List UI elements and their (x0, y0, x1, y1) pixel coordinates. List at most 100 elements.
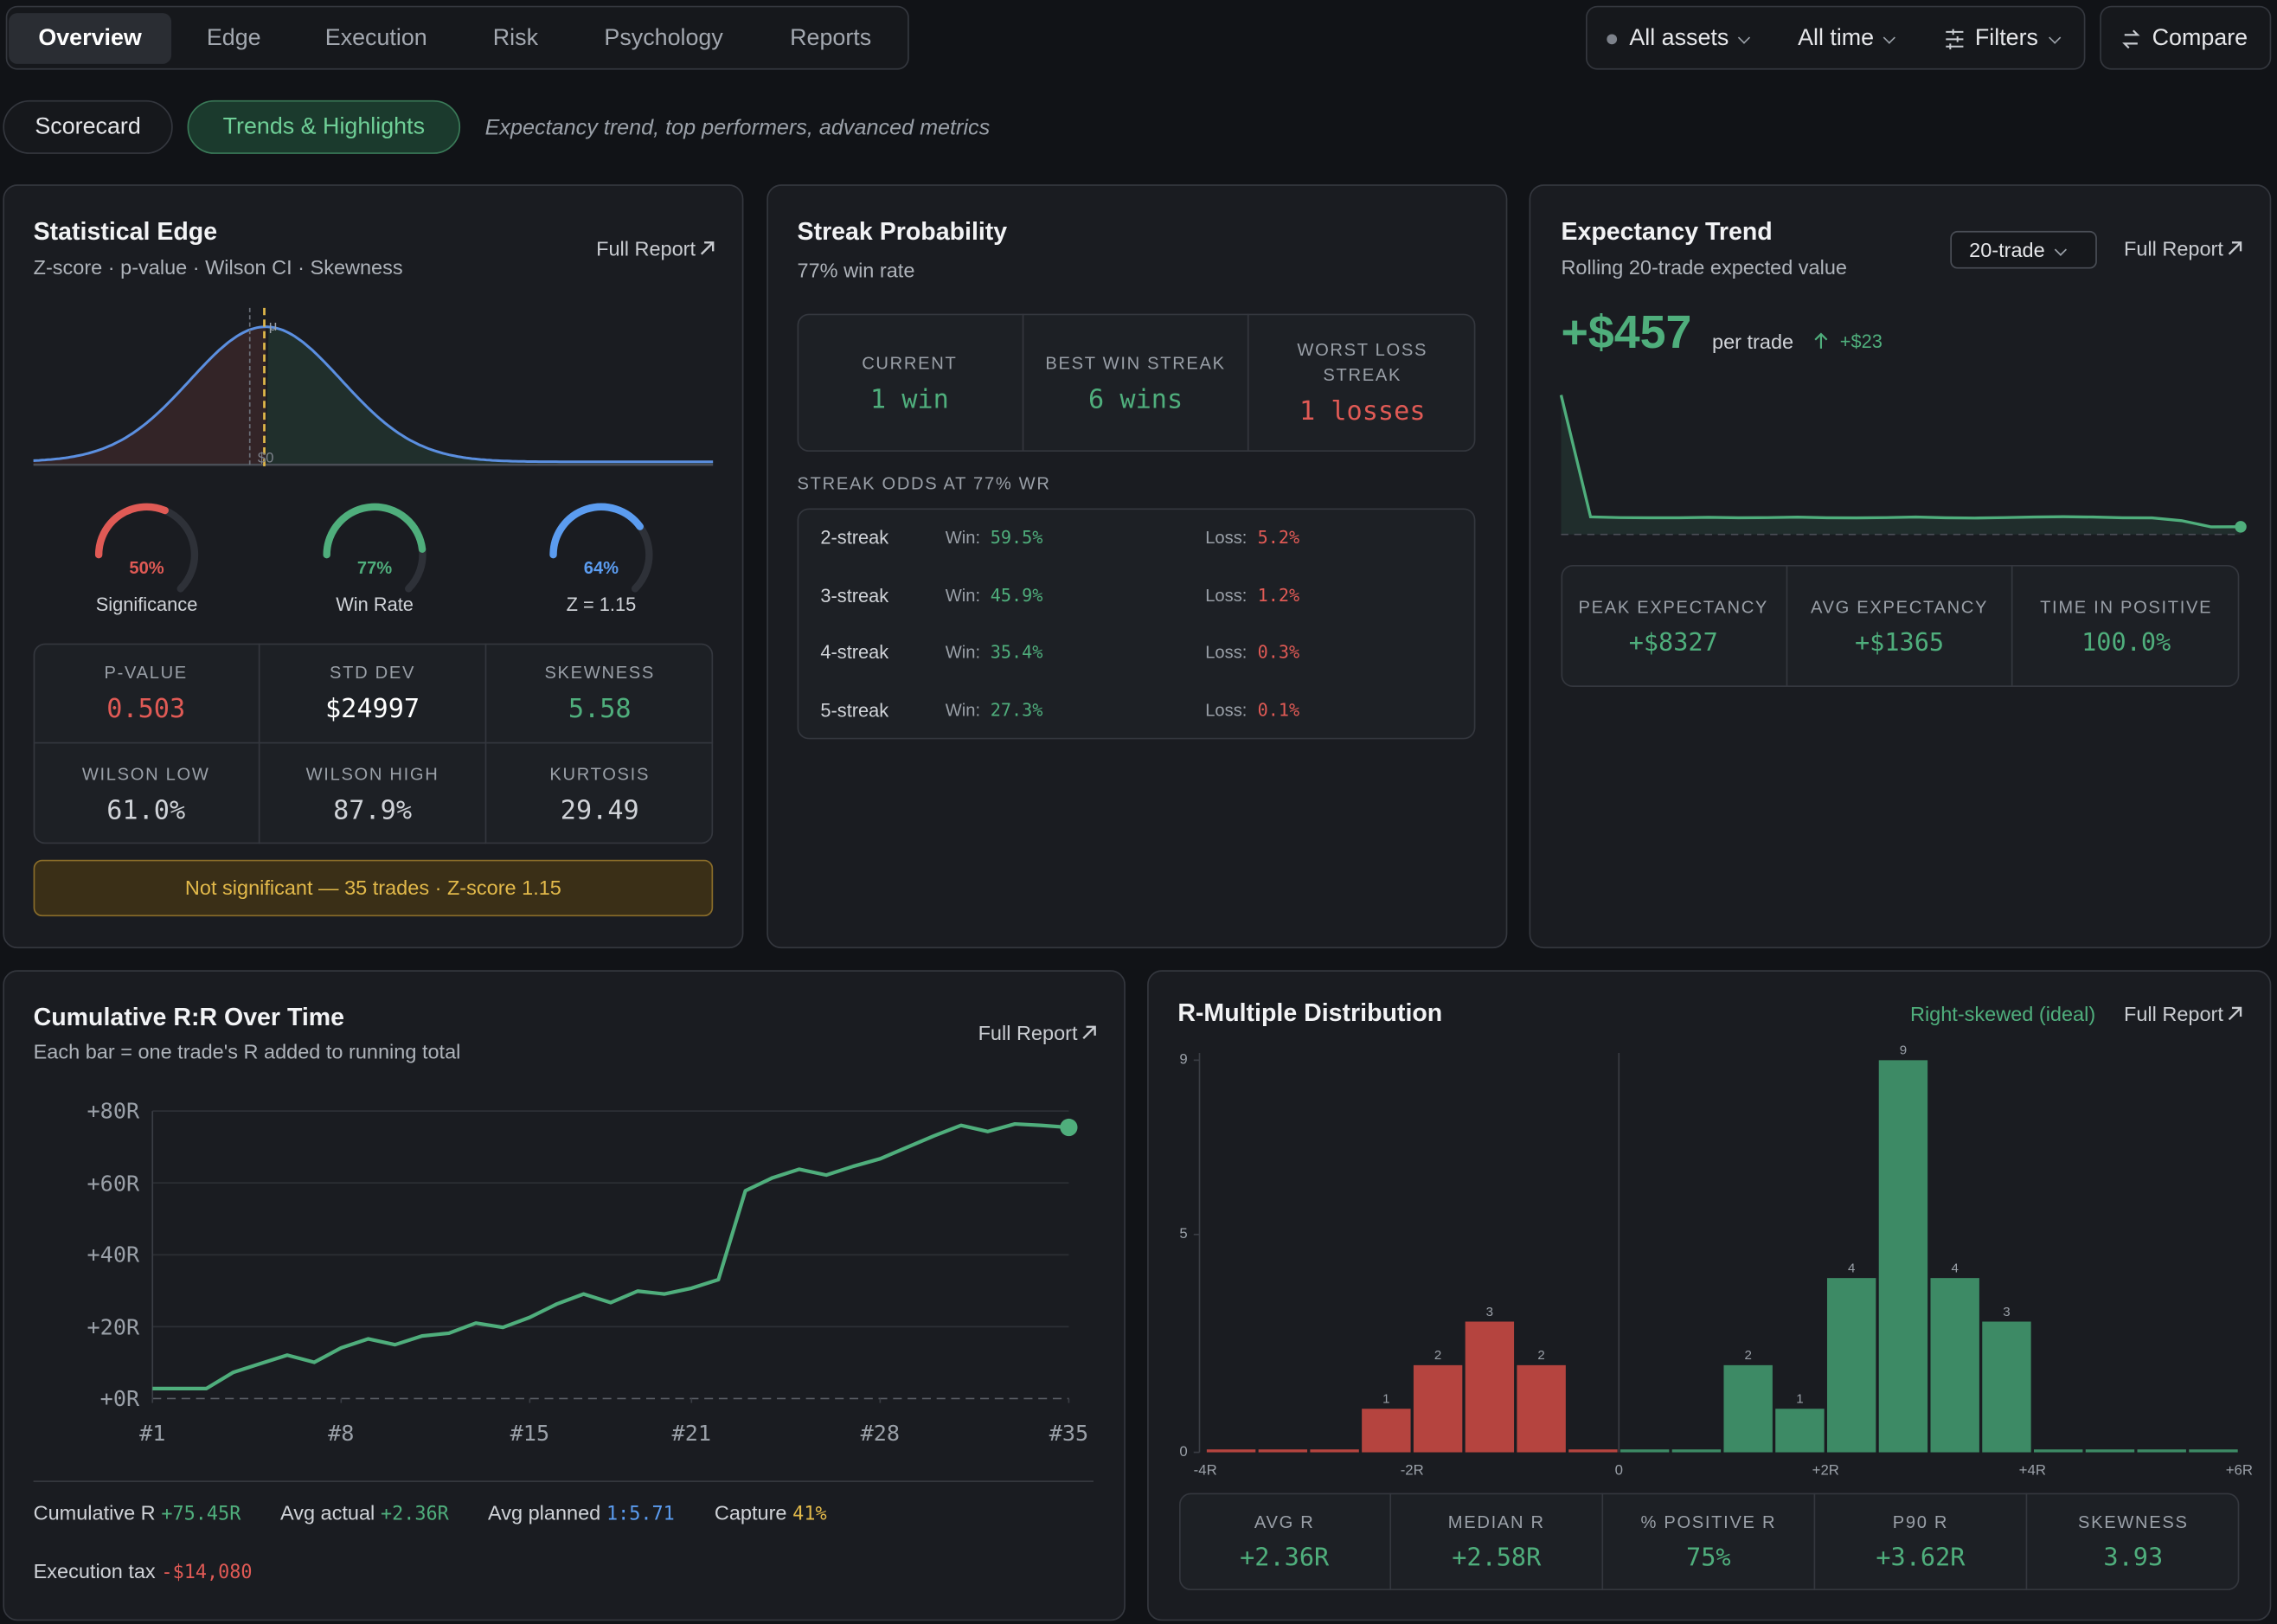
stat-label: AVG R (1254, 1512, 1315, 1532)
stats-box (1178, 1492, 2240, 1591)
subnav-tab[interactable]: Trends & Highlights (222, 114, 426, 140)
stat-value: +$1365 (1854, 627, 1945, 658)
nav-tab[interactable]: Psychology (604, 26, 723, 51)
bar-value-label: 2 (1537, 1347, 1545, 1363)
win-probability: 35.4% (990, 642, 1043, 664)
stat-cell: KURTOSIS 29.49 (486, 743, 713, 844)
x-tick-label: +6R (2225, 1463, 2253, 1480)
stat-label: CURRENT (862, 352, 958, 373)
stat-label: % POSITIVE R (1640, 1512, 1777, 1532)
filter-dropdown[interactable]: All assets (1629, 26, 1729, 51)
full-report-link[interactable]: Full Report (2123, 1002, 2223, 1026)
bar-value-label: 2 (1744, 1347, 1752, 1363)
nav-tab[interactable]: Execution (324, 26, 427, 51)
summary-item: Avg actual +2.36R (280, 1501, 449, 1526)
stat-value: 6 wins (1088, 383, 1183, 415)
loss-probability: 5.2% (1257, 527, 1300, 548)
stat-cell: MEDIAN R +2.58R (1391, 1492, 1604, 1591)
card-title: R-Multiple Distribution (1177, 998, 1443, 1027)
bar-value-label: 4 (1951, 1260, 1959, 1275)
win-label: Win: (945, 527, 981, 548)
card-subtitle: Rolling 20-trade expected value (1561, 255, 1847, 279)
loss-probability: 1.2% (1257, 584, 1300, 606)
nav-tab[interactable]: Reports (790, 26, 872, 51)
full-report-link[interactable]: Full Report (978, 1021, 1078, 1044)
x-tick-label: #1 (139, 1420, 166, 1447)
gauge-value: 77% (356, 557, 393, 579)
stat-cell: AVG EXPECTANCY +$1365 (1787, 564, 2014, 687)
stat-label: P90 R (1892, 1512, 1949, 1532)
full-report-link[interactable]: Full Report (2123, 236, 2223, 260)
stat-value: +2.58R (1452, 1544, 1542, 1573)
stat-cell: P-VALUE 0.503 (33, 643, 260, 744)
bar-value-label: 4 (1847, 1260, 1856, 1275)
filter-dropdown[interactable]: Filters (1974, 26, 2038, 51)
bar-value-label: 2 (1434, 1347, 1442, 1363)
bar-value-label: 3 (1485, 1304, 1494, 1319)
stat-label: MEDIAN R (1447, 1512, 1545, 1532)
compare-label[interactable]: Compare (2152, 26, 2248, 51)
gauge-caption: Z = 1.15 (566, 593, 637, 615)
nav-tab[interactable]: Edge (206, 26, 261, 51)
stat-cell: P90 R +3.62R (1815, 1492, 2028, 1591)
gauge-value: 64% (583, 557, 619, 579)
subnav-description: Expectancy trend, top performers, advanc… (484, 115, 991, 140)
stat-label: WORST LOSS STREAK (1297, 339, 1428, 385)
stat-cell: AVG R +2.36R (1179, 1492, 1392, 1591)
stat-value: 29.49 (560, 795, 639, 826)
subnav-tab[interactable]: Scorecard (35, 114, 141, 140)
odds-table (797, 508, 1476, 740)
zero-label: $0 (257, 451, 274, 467)
stat-value: 1 win (869, 383, 949, 415)
summary-item: Execution tax -$14,080 (34, 1559, 253, 1584)
stat-cell: STD DEV $24997 (260, 643, 487, 744)
subnav-pill[interactable] (3, 99, 173, 154)
stat-value: +2.36R (1240, 1544, 1330, 1573)
card-title: Statistical Edge (33, 217, 218, 246)
loss-probability: 0.1% (1257, 700, 1300, 721)
stat-label: TIME IN POSITIVE (2040, 596, 2213, 617)
bar-value-label: 3 (2003, 1304, 2011, 1319)
stat-label: SKEWNESS (544, 662, 656, 683)
summary-value: +2.36R (380, 1504, 449, 1526)
card-title: Streak Probability (797, 217, 1008, 246)
stats-box (797, 313, 1476, 453)
subnav-pill[interactable] (187, 99, 461, 154)
stat-value: 1 losses (1299, 396, 1426, 427)
stat-value: 100.0% (2081, 627, 2171, 658)
stat-cell: WILSON HIGH 87.9% (260, 743, 487, 844)
full-report-link[interactable]: Full Report (596, 236, 696, 260)
win-label: Win: (945, 642, 981, 664)
filter-dropdown[interactable]: All time (1798, 26, 1875, 51)
x-tick-label: #35 (1049, 1420, 1089, 1447)
nav-tab[interactable]: Overview (38, 26, 142, 51)
stat-label: WILSON HIGH (305, 763, 439, 784)
bar-value-label: 9 (1899, 1043, 1908, 1057)
stat-value: +3.62R (1876, 1544, 1966, 1573)
x-tick-label: #28 (860, 1420, 901, 1447)
win-probability: 45.9% (990, 584, 1043, 606)
x-tick-label: +2R (1812, 1463, 1839, 1480)
stats-box (1561, 564, 2240, 687)
significance-note-text: Not significant — 35 trades · Z-score 1.… (184, 876, 561, 900)
x-tick-label: #21 (671, 1420, 712, 1447)
stat-cell: CURRENT 1 win (798, 313, 1023, 453)
stat-value: 5.58 (568, 694, 632, 725)
summary-label: Capture (714, 1500, 787, 1525)
x-tick-label: 0 (1614, 1463, 1623, 1480)
win-label: Win: (945, 700, 981, 721)
stat-cell: PEAK EXPECTANCY +$8327 (1561, 564, 1787, 687)
stat-label: BEST WIN STREAK (1045, 352, 1226, 373)
y-tick-label: +80R (87, 1097, 140, 1125)
y-tick-label: 5 (1179, 1226, 1188, 1243)
stat-label: PEAK EXPECTANCY (1578, 596, 1769, 617)
y-tick-label: 0 (1179, 1444, 1188, 1460)
nav-tab[interactable]: Risk (492, 26, 539, 51)
x-tick-label: -2R (1400, 1463, 1424, 1480)
summary-label: Avg planned (487, 1500, 601, 1525)
stat-cell: SKEWNESS 5.58 (486, 644, 714, 744)
gauge-value: 50% (129, 557, 164, 579)
mean-label: μ (268, 318, 278, 335)
window-select-label[interactable]: 20-trade (1969, 238, 2045, 262)
